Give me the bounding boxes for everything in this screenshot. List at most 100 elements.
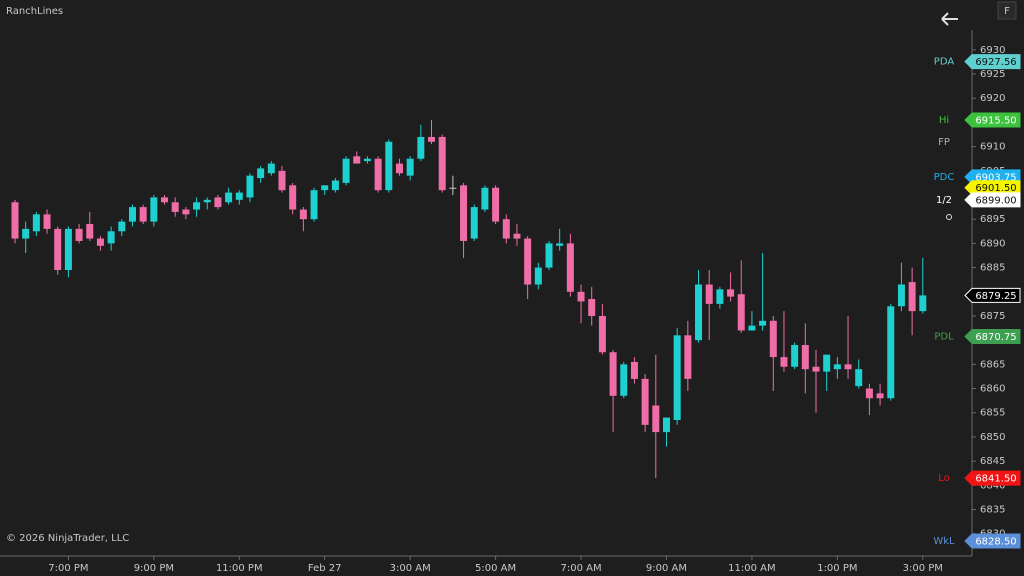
panel-button[interactable] <box>997 1 1017 20</box>
level-name: PDL <box>934 332 954 343</box>
candle-body <box>86 224 94 239</box>
candle-body <box>513 233 521 239</box>
candle-body <box>438 136 446 191</box>
y-tick-label: 6930 <box>980 45 1005 56</box>
candle-body <box>748 325 756 331</box>
candle-body <box>182 209 190 215</box>
y-tick-label: 6860 <box>980 384 1005 395</box>
candle-body <box>470 207 478 239</box>
candle-body <box>321 185 329 191</box>
candle-body <box>54 228 62 270</box>
level-name: Hi <box>939 115 949 126</box>
candle-body <box>395 163 403 174</box>
panel-button-label[interactable]: F <box>1004 6 1010 17</box>
y-tick-label: 6865 <box>980 359 1005 370</box>
candle-body <box>545 243 553 268</box>
candle-body <box>43 214 51 229</box>
candle-body <box>662 417 670 433</box>
candle-body <box>609 352 617 396</box>
candle-body <box>171 202 179 212</box>
y-tick-label: 6885 <box>980 263 1005 274</box>
y-tick-label: 6855 <box>980 408 1005 419</box>
candle-body <box>22 228 30 239</box>
candle-body <box>577 291 585 302</box>
candle-body <box>363 158 371 162</box>
candle-body <box>235 192 243 200</box>
x-tick-label: 1:00 PM <box>817 563 857 574</box>
candle-body <box>406 158 414 176</box>
candle-body <box>652 405 660 433</box>
candle-body <box>193 202 201 210</box>
candle-body <box>428 136 436 142</box>
candle-body <box>897 284 905 307</box>
x-tick-label: 3:00 PM <box>903 563 943 574</box>
candle-body <box>641 378 649 425</box>
candle-body <box>225 192 233 203</box>
y-tick-label: 6895 <box>980 214 1005 225</box>
candle-body <box>107 231 115 244</box>
level-name: PDC <box>934 172 955 183</box>
level-name: FP <box>938 137 950 148</box>
level-price: 6901.50 <box>975 183 1016 194</box>
candle-body <box>96 238 104 246</box>
level-tag <box>964 533 1021 549</box>
candle-body <box>598 315 606 353</box>
level-name: Lo <box>938 473 950 484</box>
level-price: 6870.75 <box>975 332 1016 343</box>
candle-body <box>695 284 703 341</box>
level-tag <box>964 470 1021 486</box>
candle-body <box>267 163 275 174</box>
candle-body <box>876 393 884 399</box>
candle-body <box>908 282 916 312</box>
candle-body <box>460 185 468 241</box>
candle-body <box>801 345 809 370</box>
x-tick-label: 11:00 PM <box>216 563 263 574</box>
x-tick-label: 7:00 PM <box>48 563 88 574</box>
candle-body <box>673 335 681 420</box>
level-tag <box>964 112 1021 128</box>
candle-body <box>257 168 265 179</box>
level-tag <box>964 287 1021 303</box>
y-tick-label: 6890 <box>980 238 1005 249</box>
copyright: © 2026 NinjaTrader, LLC <box>6 533 129 544</box>
candle-body <box>780 357 788 367</box>
candle-body <box>64 228 72 270</box>
level-price: 6927.56 <box>975 57 1016 68</box>
x-tick-label: 9:00 AM <box>646 563 687 574</box>
y-tick-label: 6925 <box>980 69 1005 80</box>
candle-body <box>32 214 40 232</box>
candle-body <box>620 364 628 396</box>
x-tick-label: 7:00 AM <box>560 563 601 574</box>
candle-body <box>203 199 211 203</box>
level-tag <box>964 192 1021 208</box>
candle-body <box>278 170 286 191</box>
x-tick-label: 5:00 AM <box>475 563 516 574</box>
candle-body <box>727 289 735 297</box>
y-tick-label: 6835 <box>980 505 1005 516</box>
y-tick-label: 6875 <box>980 311 1005 322</box>
candle-body <box>556 243 564 246</box>
candle-body <box>299 209 307 220</box>
candle-body <box>833 364 841 370</box>
level-price: 6828.50 <box>975 536 1016 547</box>
candle-body <box>353 156 361 164</box>
candle-body <box>705 284 713 304</box>
candle-body <box>331 180 339 191</box>
candle-body <box>385 141 393 191</box>
level-price: 6903.75 <box>975 172 1016 183</box>
candle-body <box>128 207 136 222</box>
candle-body <box>246 175 254 198</box>
x-tick-label: 11:00 AM <box>728 563 775 574</box>
y-tick-label: 6920 <box>980 93 1005 104</box>
candle-body <box>289 185 297 210</box>
back-arrow[interactable] <box>941 12 958 26</box>
candle-body <box>342 158 350 183</box>
level-name: 1/2 <box>936 195 952 206</box>
candle-body <box>844 364 852 370</box>
candle-body <box>887 306 895 399</box>
candle-body <box>919 295 927 312</box>
candle-body <box>214 197 222 208</box>
level-tag <box>964 54 1021 70</box>
